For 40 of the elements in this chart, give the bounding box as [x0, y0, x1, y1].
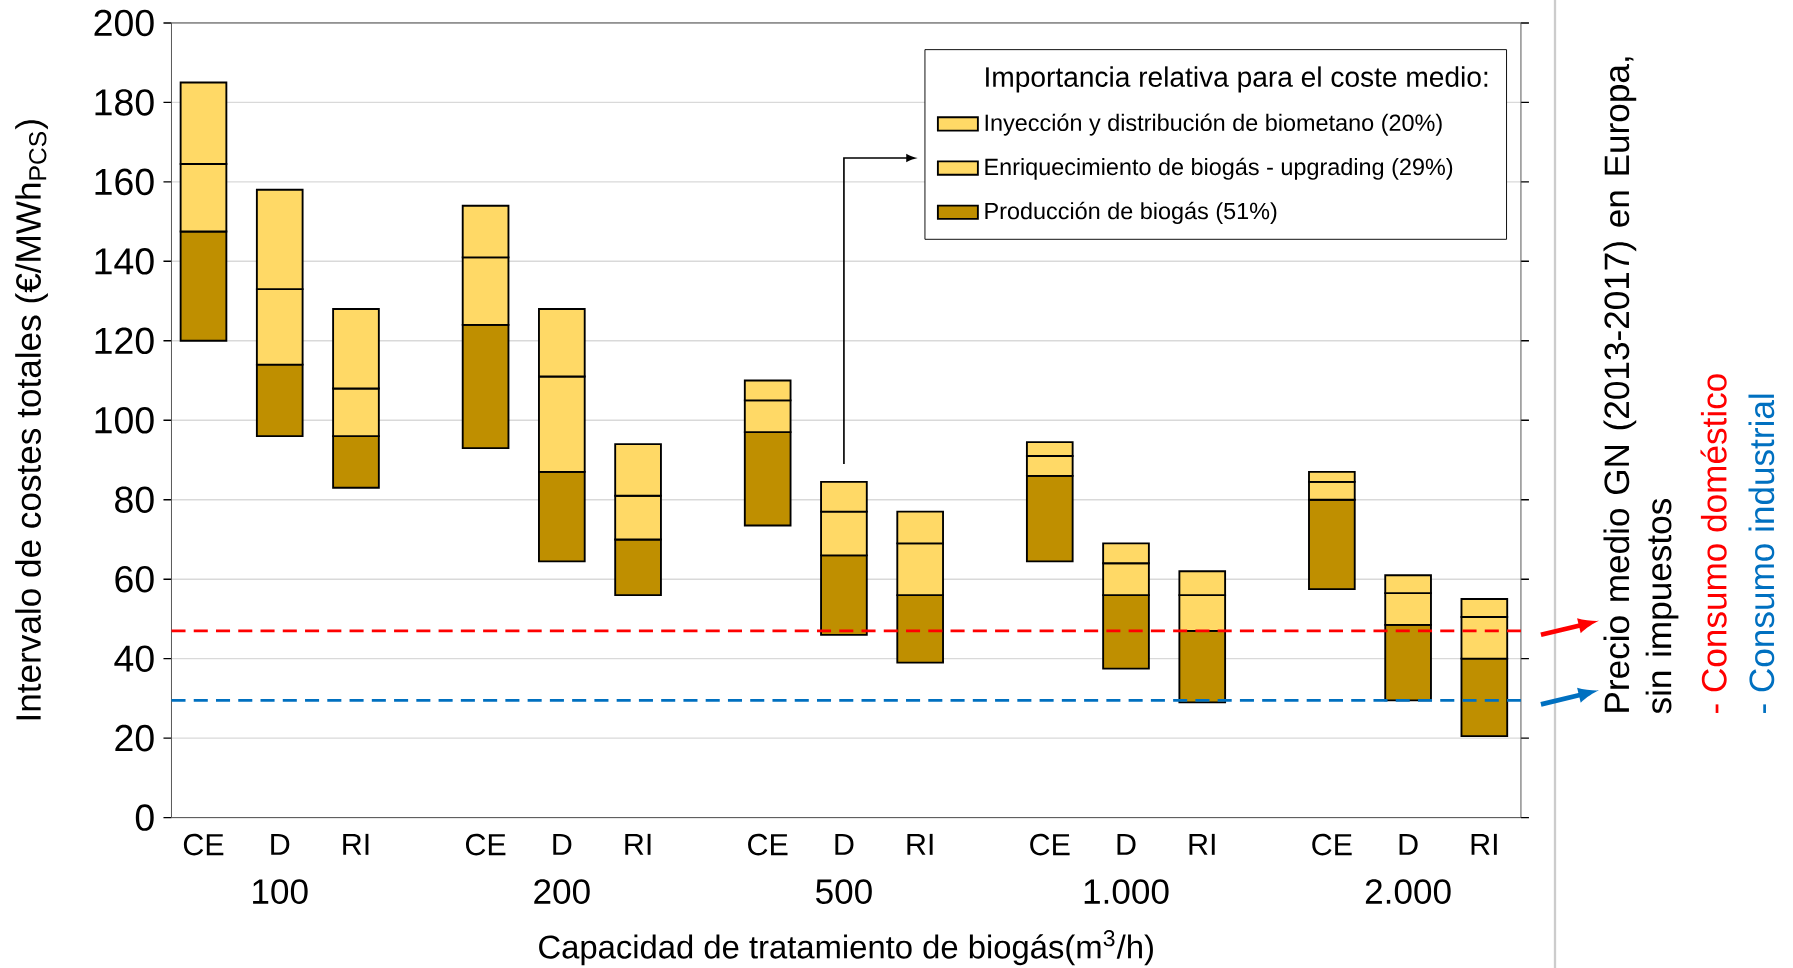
x-tick-label: CE — [1030, 833, 1070, 856]
ref-line-label: - Consumo doméstico — [1700, 374, 1727, 713]
y-tick-label: 180 — [95, 89, 154, 116]
legend-label: Producción de biogás (51%) — [985, 201, 1277, 224]
x-tick-label: D — [553, 833, 572, 855]
x-tick-label: RI — [343, 833, 369, 855]
y-tick-label: 20 — [115, 724, 154, 752]
x-tick-label: RI — [625, 833, 651, 855]
x-tick-label: CE — [465, 833, 506, 856]
text: 2.000 — [1365, 879, 1451, 905]
x-tick-label: CE — [748, 833, 788, 856]
x-tick-label: RI — [1189, 833, 1215, 855]
y-tick-label: 120 — [95, 327, 154, 355]
x-tick-label: CE — [183, 833, 224, 856]
text: Precio medio GN (2013-2017) en Europa, sin impuestos — [1603, 57, 1679, 714]
x-tick-label: D — [1399, 833, 1418, 855]
text: 100 — [253, 879, 308, 905]
y-tick-label: 160 — [95, 168, 154, 196]
x-tick-label: CE — [1312, 833, 1352, 856]
text: 500 — [816, 879, 872, 905]
legend-label: Enriquecimiento de biogás - upgrading (29%) — [985, 157, 1453, 180]
x-tick-label: D — [835, 833, 854, 855]
text: 200 — [534, 879, 590, 905]
y-tick-label: 0 — [135, 804, 154, 831]
y-tick-label: 200 — [94, 9, 154, 37]
y-tick-label: 100 — [95, 407, 154, 434]
y-tick-label: 80 — [115, 486, 154, 513]
y-tick-label: 60 — [115, 565, 154, 593]
x-axis-title: Capacidad de tratamiento de biogás(m$^{3}$/h) — [539, 930, 1153, 966]
y-tick-label: 140 — [95, 248, 154, 275]
ref-line-label: - Consumo industrial — [1748, 394, 1775, 713]
x-tick-label: RI — [1471, 833, 1497, 855]
y-tick-label: 40 — [114, 645, 154, 672]
legend-label: Inyección y distribución de biometano (20%) — [985, 113, 1442, 136]
x-tick-label: RI — [907, 833, 933, 855]
x-tick-label: D — [1117, 833, 1136, 855]
legend-title: Importancia relativa para el coste medio: — [986, 66, 1488, 93]
x-tick-label: D — [271, 833, 290, 855]
y-axis-title: Intervalo de costes totales (€/MWh$_{PCS}$) — [15, 120, 48, 720]
text: 1.000 — [1084, 879, 1169, 905]
